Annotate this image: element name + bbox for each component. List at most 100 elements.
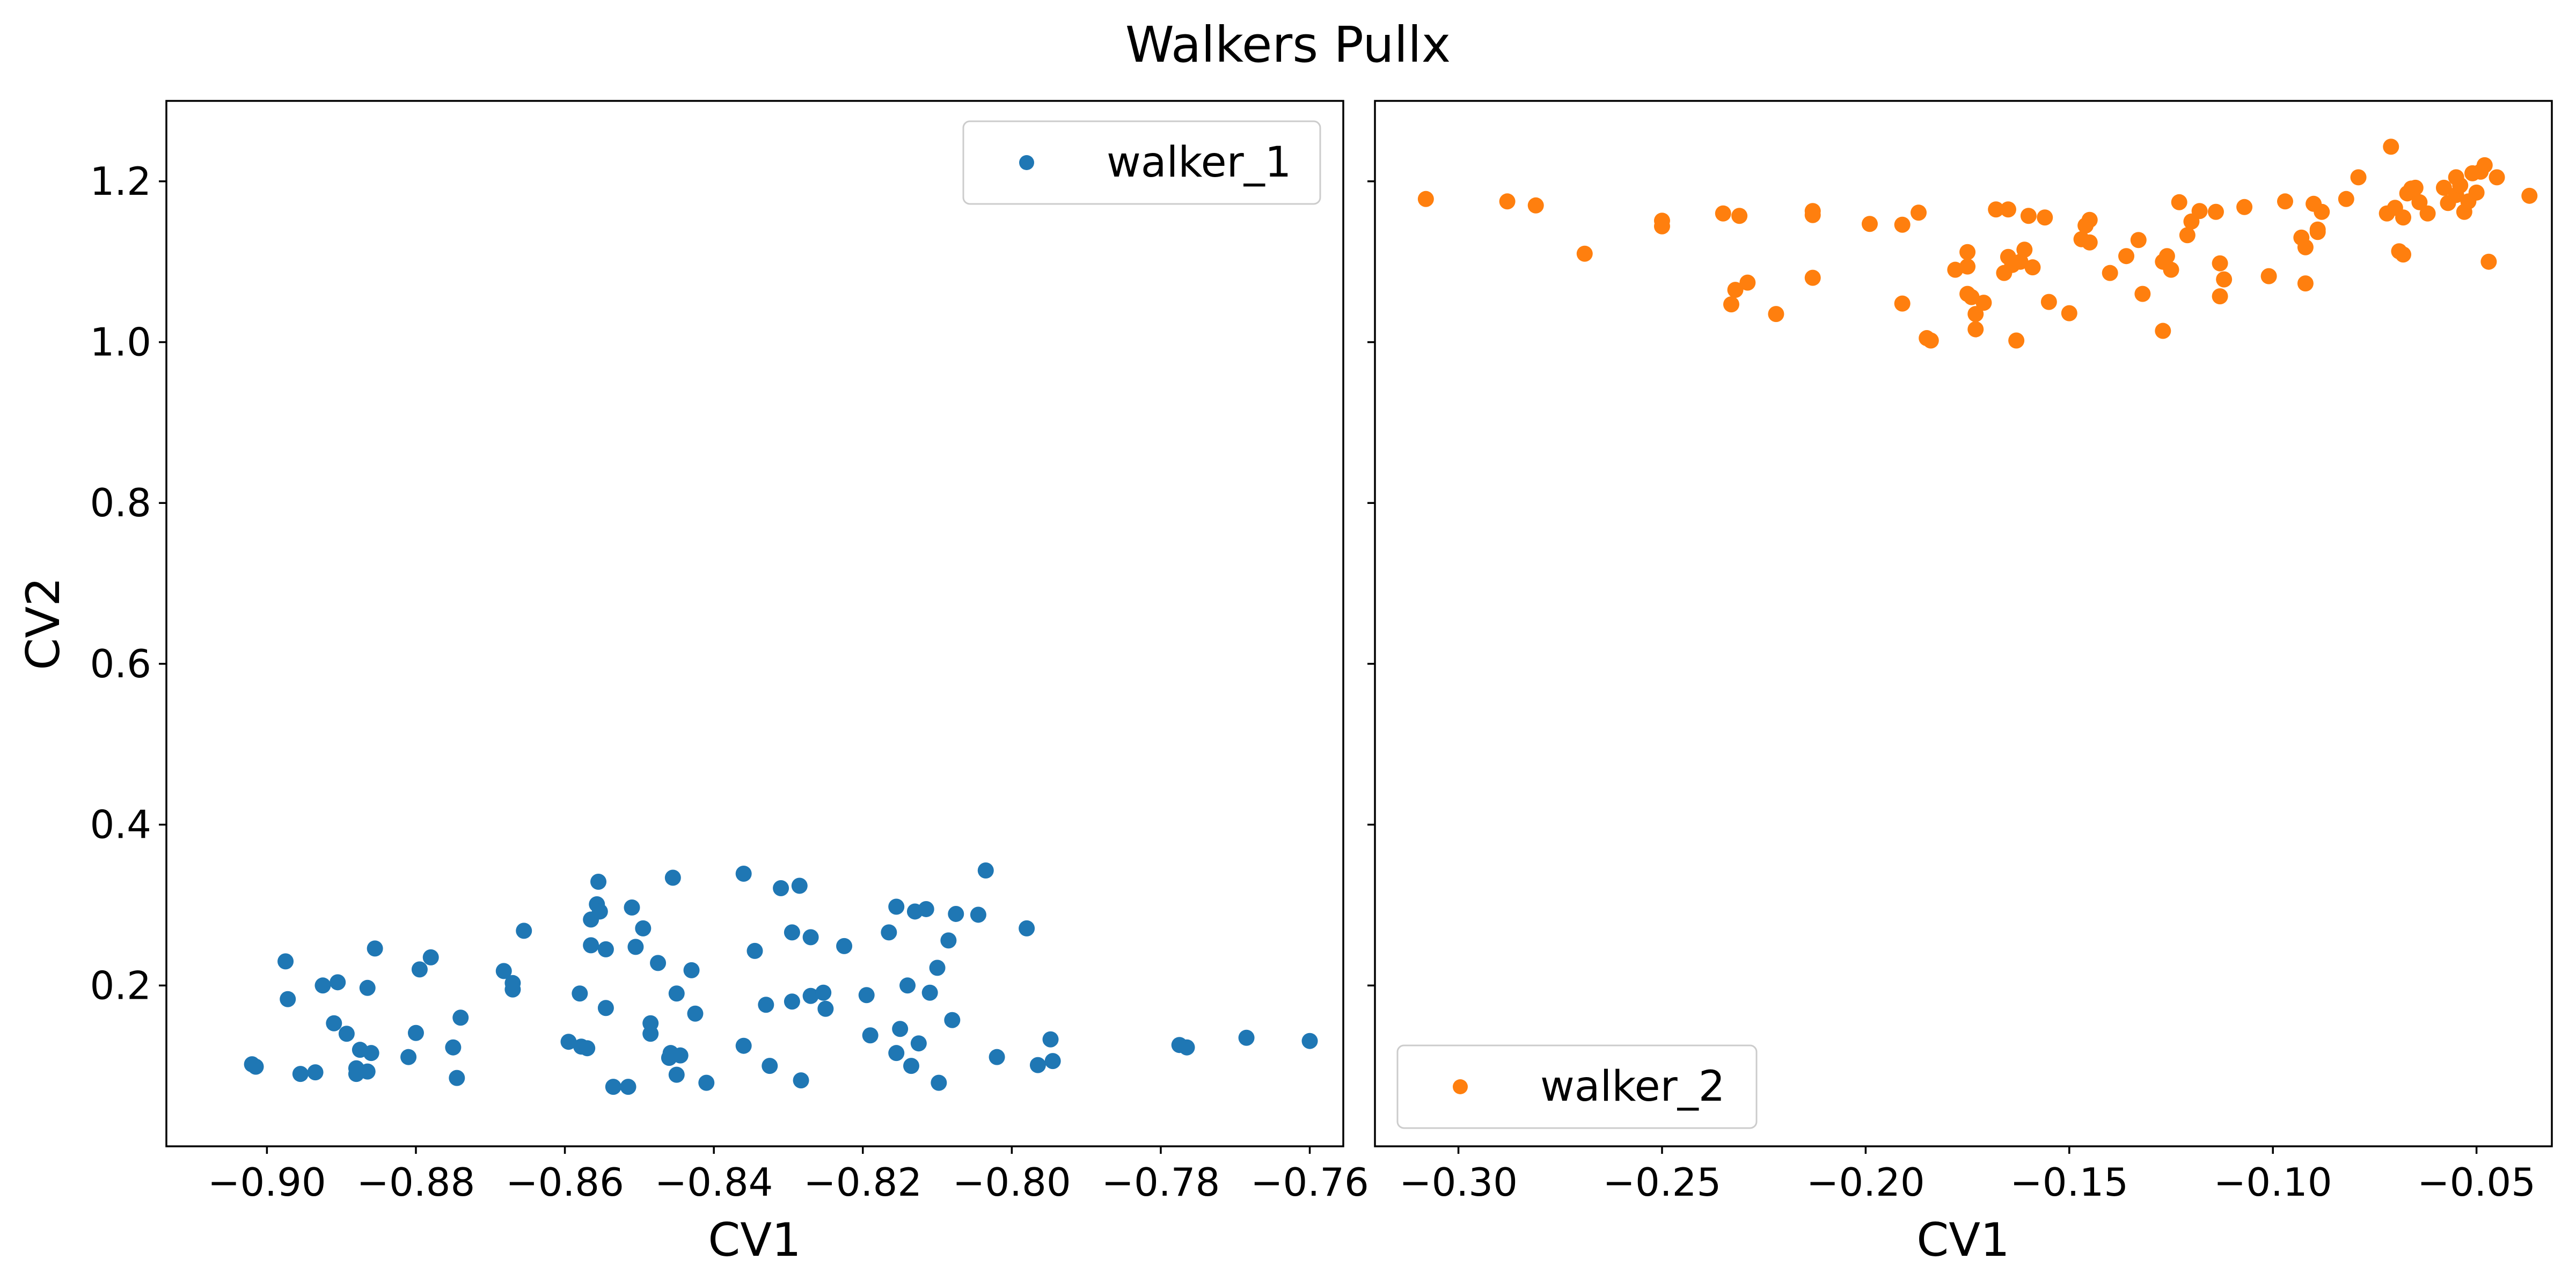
walker-1-point	[363, 1045, 379, 1062]
walker-1-point	[664, 869, 681, 886]
y-axis-label: CV2	[17, 577, 70, 670]
left-ytick-label: 0.8	[90, 480, 151, 525]
walker-1-point	[698, 1074, 715, 1091]
walker-1-point	[445, 1039, 462, 1056]
walker-2-point	[2081, 211, 2098, 228]
walker-2-point	[1894, 216, 1911, 233]
right-xtick-label: −0.20	[1806, 1160, 1925, 1205]
walker-1-point	[888, 898, 905, 915]
walker-1-point	[650, 955, 667, 971]
walker-1-point	[858, 987, 875, 1004]
walker-2-point	[2171, 194, 2187, 210]
walker-2-point	[2061, 305, 2077, 321]
walker-1-point	[758, 997, 774, 1013]
walker-1-point	[881, 924, 897, 941]
walker-1-point	[359, 1063, 376, 1080]
walker-1-point	[1044, 1053, 1061, 1070]
walker-2-point	[2130, 232, 2147, 248]
walker-2-point	[2163, 261, 2179, 278]
right-xtick-label: −0.30	[1399, 1160, 1518, 1205]
walker-2-point	[2040, 294, 2057, 310]
left-plot-area	[166, 101, 1343, 1146]
walker-1-point	[560, 1034, 577, 1050]
walker-2-point	[1804, 207, 1821, 223]
walker-1-point	[590, 874, 607, 890]
walker-1-point	[802, 929, 819, 946]
right-ytick-group	[1367, 180, 1375, 987]
figure-title: Walkers Pullx	[1125, 16, 1451, 74]
walker-1-point	[1301, 1033, 1318, 1049]
walker-1-point	[762, 1058, 778, 1074]
walker-2-point	[2383, 138, 2399, 155]
walker-1-point	[672, 1047, 689, 1064]
walker-2-point	[2236, 199, 2253, 215]
left-x-axis-label: CV1	[708, 1213, 801, 1267]
walker-1-point	[504, 975, 521, 991]
left-xtick-label: −0.88	[357, 1160, 475, 1205]
walker-1-point	[359, 979, 376, 996]
walker-1-point	[572, 985, 588, 1002]
walker-1-point	[591, 903, 608, 920]
walker-1-point	[802, 987, 819, 1004]
left-xtick-label: −0.80	[953, 1160, 1071, 1205]
walker-1-point	[899, 977, 916, 994]
walker-2-point	[2260, 268, 2277, 284]
walker-1-legend-marker	[1019, 155, 1034, 170]
left-xtick-label: −0.90	[208, 1160, 326, 1205]
walker-1-point	[668, 1066, 685, 1083]
walker-1-point	[1029, 1057, 1046, 1073]
right-xtick-label: −0.15	[2010, 1160, 2128, 1205]
walker-1-point	[1019, 920, 1035, 936]
left-xtick-group: −0.90 −0.88 −0.86 −0.84 −0.82 −0.80 −0.78 −0.76	[208, 1146, 1369, 1205]
walker-2-point	[2338, 191, 2354, 207]
walker-1-point	[862, 1027, 879, 1044]
walker-1-point	[683, 962, 700, 978]
walker-1-point	[921, 984, 938, 1001]
walker-2-point	[2207, 203, 2224, 220]
walker-2-point	[1967, 321, 1984, 338]
walker-2-point	[2000, 201, 2016, 218]
walker-2-point	[1894, 295, 1911, 312]
walker-1-point	[516, 923, 532, 939]
left-points-group	[244, 862, 1318, 1095]
walker-1-point	[635, 920, 652, 936]
left-ytick-label: 1.2	[90, 159, 151, 204]
walker-2-point	[1499, 193, 1516, 210]
walker-1-point	[338, 1026, 355, 1042]
left-ytick-label: 0.6	[90, 641, 151, 686]
walker-2-point	[2350, 169, 2367, 186]
left-plot-panel: 0.20.40.60.81.01.2 −0.90 −0.88 −0.86 −0.84−…	[17, 100, 1369, 1267]
walker-1-point	[948, 905, 964, 922]
right-points-group	[1417, 138, 2538, 349]
walker-1-point	[367, 940, 383, 957]
walker-2-point	[1967, 306, 1984, 323]
walker-1-point	[793, 1072, 809, 1089]
walker-1-point	[929, 960, 946, 976]
walker-1-point	[1042, 1031, 1059, 1048]
right-x-axis-label: CV1	[1916, 1213, 2010, 1267]
walker-2-point	[2480, 253, 2497, 270]
right-legend: walker_2	[1396, 1044, 1758, 1129]
left-xtick-label: −0.82	[803, 1160, 922, 1205]
walker-2-point	[1768, 306, 1784, 323]
right-plot-frame	[1374, 100, 2553, 1147]
walker-2-point	[2468, 184, 2485, 201]
walker-1-point	[400, 1049, 417, 1065]
left-xtick-label: −0.84	[655, 1160, 773, 1205]
walker-1-point	[791, 877, 808, 894]
walker-2-legend-marker	[1453, 1079, 1468, 1094]
walker-2-point	[2020, 208, 2037, 224]
walker-1-point	[411, 961, 428, 978]
left-ytick-label: 0.2	[90, 963, 151, 1008]
walker-2-point	[2155, 323, 2171, 339]
walker-2-point	[2016, 241, 2033, 258]
walker-1-point	[330, 974, 346, 991]
walker-2-point	[2489, 169, 2505, 186]
walker-2-point	[1723, 296, 1739, 313]
walker-1-point	[422, 949, 439, 965]
walker-2-point	[1731, 208, 1748, 224]
walker-1-point	[687, 1005, 704, 1022]
walker-2-point	[1963, 289, 1980, 305]
walker-2-legend-label: walker_2	[1540, 1063, 1725, 1111]
walker-1-point	[903, 1058, 919, 1074]
